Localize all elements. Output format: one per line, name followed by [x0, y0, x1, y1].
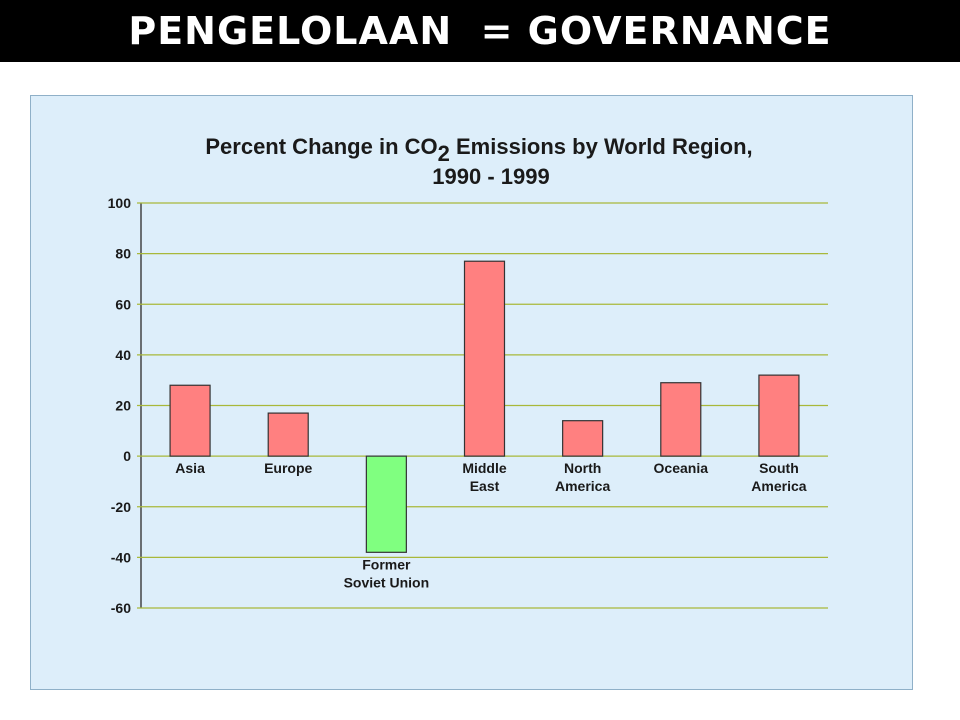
- y-tick-label: 0: [123, 448, 131, 464]
- bar: [758, 374, 800, 457]
- category-label: America: [555, 478, 610, 494]
- y-tick-label: -40: [111, 549, 131, 565]
- y-tick-label: 60: [115, 296, 131, 312]
- y-tick-label: 40: [115, 347, 131, 363]
- chart-subtitle: 1990 - 1999: [432, 164, 549, 189]
- bar: [562, 420, 604, 457]
- slide-title-bar: PENGELOLAAN = GOVERNANCE: [0, 0, 960, 62]
- category-label: Former: [362, 556, 411, 572]
- bar: [365, 455, 407, 553]
- y-tick-label: 20: [115, 398, 131, 414]
- y-tick-label: -20: [111, 499, 131, 515]
- bar: [463, 260, 506, 457]
- category-label: Soviet Union: [344, 574, 430, 590]
- chart-panel: Percent Change in CO2 Emissions by World…: [30, 95, 913, 690]
- chart-title: Percent Change in CO2 Emissions by World…: [205, 134, 752, 166]
- category-label: South: [759, 460, 799, 476]
- category-label: Oceania: [654, 460, 709, 476]
- category-label: Asia: [175, 460, 205, 476]
- bar: [660, 382, 702, 457]
- y-tick-label: 100: [108, 195, 132, 211]
- category-label: Middle: [462, 460, 507, 476]
- y-tick-label: 80: [115, 246, 131, 262]
- category-label: East: [470, 478, 500, 494]
- category-label: America: [751, 478, 806, 494]
- bar: [169, 384, 211, 457]
- y-tick-label: -60: [111, 600, 131, 616]
- chart-title-subscript: 2: [438, 141, 450, 166]
- bar-chart: Percent Change in CO2 Emissions by World…: [108, 134, 828, 616]
- category-label: North: [564, 460, 601, 476]
- chart-title-main: Percent Change in CO: [205, 134, 437, 159]
- chart-title-rest: Emissions by World Region,: [450, 134, 753, 159]
- category-label: Europe: [264, 460, 312, 476]
- bar: [267, 412, 309, 457]
- slide-title: PENGELOLAAN = GOVERNANCE: [128, 9, 832, 53]
